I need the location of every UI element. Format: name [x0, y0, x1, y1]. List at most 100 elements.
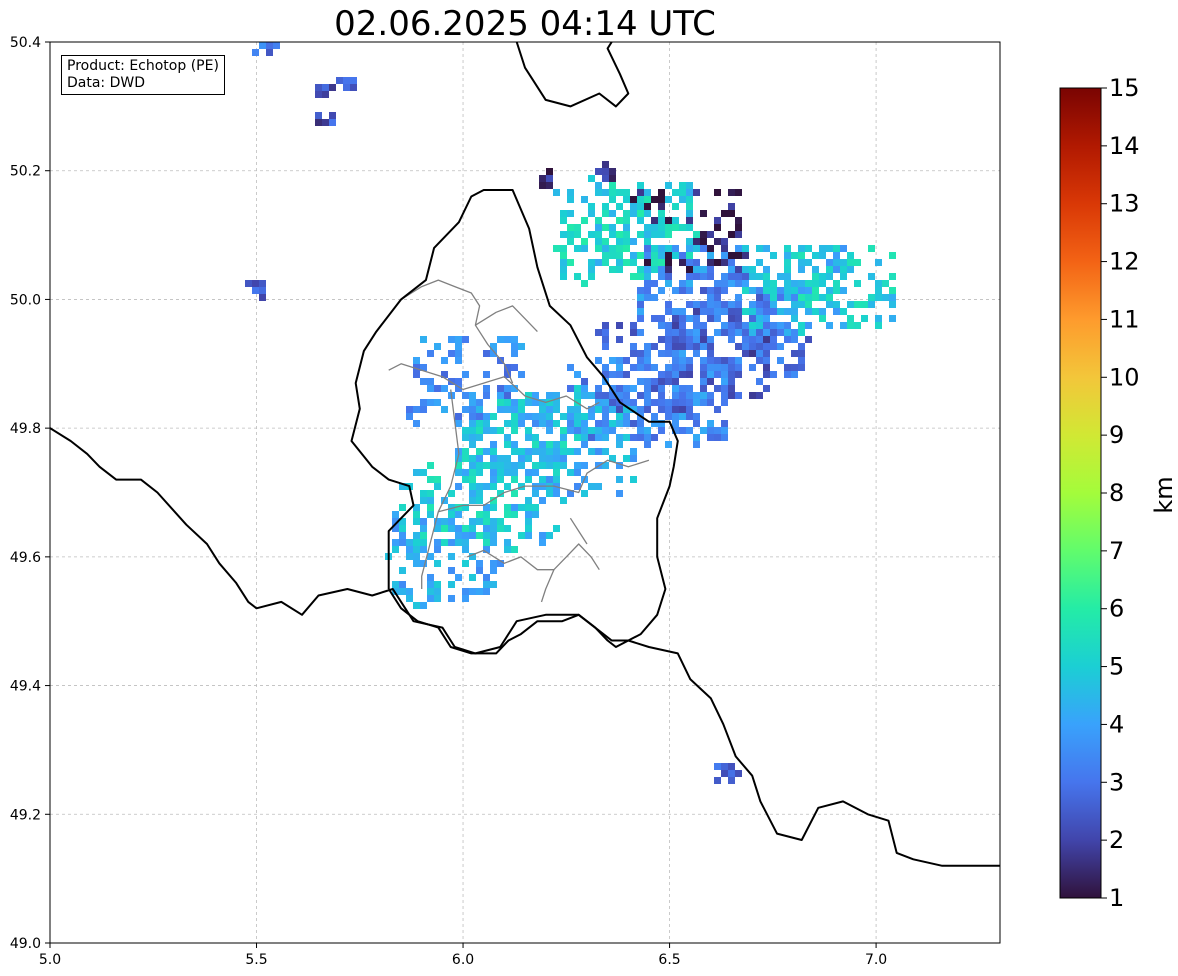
echotop-pixel	[350, 84, 357, 91]
echotop-pixel	[588, 448, 595, 455]
echotop-pixel	[672, 371, 679, 378]
echotop-pixel	[399, 567, 406, 574]
echotop-pixel	[560, 217, 567, 224]
echotop-pixel	[441, 525, 448, 532]
echotop-pixel	[658, 322, 665, 329]
echotop-pixel	[686, 224, 693, 231]
echotop-pixel	[574, 392, 581, 399]
echotop-pixel	[511, 420, 518, 427]
echotop-pixel	[672, 189, 679, 196]
echotop-pixel	[497, 469, 504, 476]
echotop-pixel	[602, 413, 609, 420]
echotop-pixel	[546, 427, 553, 434]
echotop-pixel	[476, 413, 483, 420]
echotop-pixel	[637, 252, 644, 259]
echotop-pixel	[728, 315, 735, 322]
colorbar-tick-label: 6	[1109, 595, 1124, 623]
echotop-pixel	[833, 280, 840, 287]
echotop-pixel	[784, 336, 791, 343]
echotop-pixel	[630, 196, 637, 203]
echotop-pixel	[588, 203, 595, 210]
echotop-pixel	[581, 238, 588, 245]
echotop-pixel	[707, 308, 714, 315]
echotop-pixel	[343, 77, 350, 84]
echotop-pixel	[462, 525, 469, 532]
echotop-pixel	[539, 420, 546, 427]
echotop-pixel	[623, 231, 630, 238]
echotop-pixel	[749, 273, 756, 280]
echotop-pixel	[504, 399, 511, 406]
echotop-pixel	[637, 217, 644, 224]
echotop-pixel	[693, 308, 700, 315]
echotop-pixel	[497, 336, 504, 343]
echotop-pixel	[679, 182, 686, 189]
echotop-pixel	[602, 329, 609, 336]
echotop-pixel	[700, 427, 707, 434]
echotop-pixel	[693, 343, 700, 350]
echotop-pixel	[420, 539, 427, 546]
echotop-pixel	[539, 476, 546, 483]
echotop-pixel	[749, 343, 756, 350]
echotop-pixel	[441, 371, 448, 378]
echotop-pixel	[672, 378, 679, 385]
echotop-pixel	[735, 252, 742, 259]
echotop-pixel	[469, 483, 476, 490]
echotop-pixel	[735, 294, 742, 301]
echotop-pixel	[686, 336, 693, 343]
echotop-pixel	[490, 441, 497, 448]
echotop-pixel	[693, 420, 700, 427]
echotop-pixel	[455, 504, 462, 511]
echotop-pixel	[686, 280, 693, 287]
echotop-pixel	[567, 210, 574, 217]
echotop-pixel	[637, 189, 644, 196]
echotop-pixel	[490, 448, 497, 455]
echotop-pixel	[406, 546, 413, 553]
echotop-pixel	[420, 560, 427, 567]
echotop-pixel	[714, 434, 721, 441]
echotop-pixel	[889, 273, 896, 280]
echotop-pixel	[833, 266, 840, 273]
echotop-pixel	[497, 392, 504, 399]
echotop-pixel	[630, 350, 637, 357]
echotop-pixel	[637, 392, 644, 399]
echotop-pixel	[469, 399, 476, 406]
echotop-pixel	[665, 259, 672, 266]
echotop-pixel	[791, 252, 798, 259]
echotop-pixel	[511, 385, 518, 392]
echotop-pixel	[623, 399, 630, 406]
echotop-pixel	[630, 203, 637, 210]
echotop-pixel	[784, 273, 791, 280]
echotop-pixel	[805, 294, 812, 301]
echotop-pixel	[448, 539, 455, 546]
echotop-pixel	[455, 574, 462, 581]
echotop-pixel	[637, 364, 644, 371]
echotop-pixel	[609, 399, 616, 406]
echotop-pixel	[637, 315, 644, 322]
echotop-pixel	[637, 357, 644, 364]
echotop-pixel	[455, 385, 462, 392]
echotop-pixel	[469, 413, 476, 420]
echotop-pixel	[560, 497, 567, 504]
canton-border	[421, 389, 460, 589]
echotop-pixel	[686, 301, 693, 308]
echotop-pixel	[448, 553, 455, 560]
colorbar-tick-label: 11	[1109, 305, 1140, 333]
echotop-pixel	[637, 434, 644, 441]
echotop-pixel	[609, 175, 616, 182]
echotop-pixel	[721, 357, 728, 364]
x-tick-label: 5.5	[245, 952, 267, 968]
echotop-pixel	[469, 392, 476, 399]
echotop-pixel	[462, 336, 469, 343]
echotop-pixel	[637, 378, 644, 385]
echotop-pixel	[868, 301, 875, 308]
echotop-pixel	[252, 280, 259, 287]
echotop-pixel	[434, 560, 441, 567]
echotop-pixel	[658, 427, 665, 434]
echotop-pixel	[455, 413, 462, 420]
echotop-pixel	[763, 385, 770, 392]
echotop-pixel	[567, 364, 574, 371]
echotop-pixel	[791, 315, 798, 322]
echotop-pixel	[476, 490, 483, 497]
echotop-pixel	[427, 504, 434, 511]
colorbar-tick-label: 8	[1109, 479, 1124, 507]
